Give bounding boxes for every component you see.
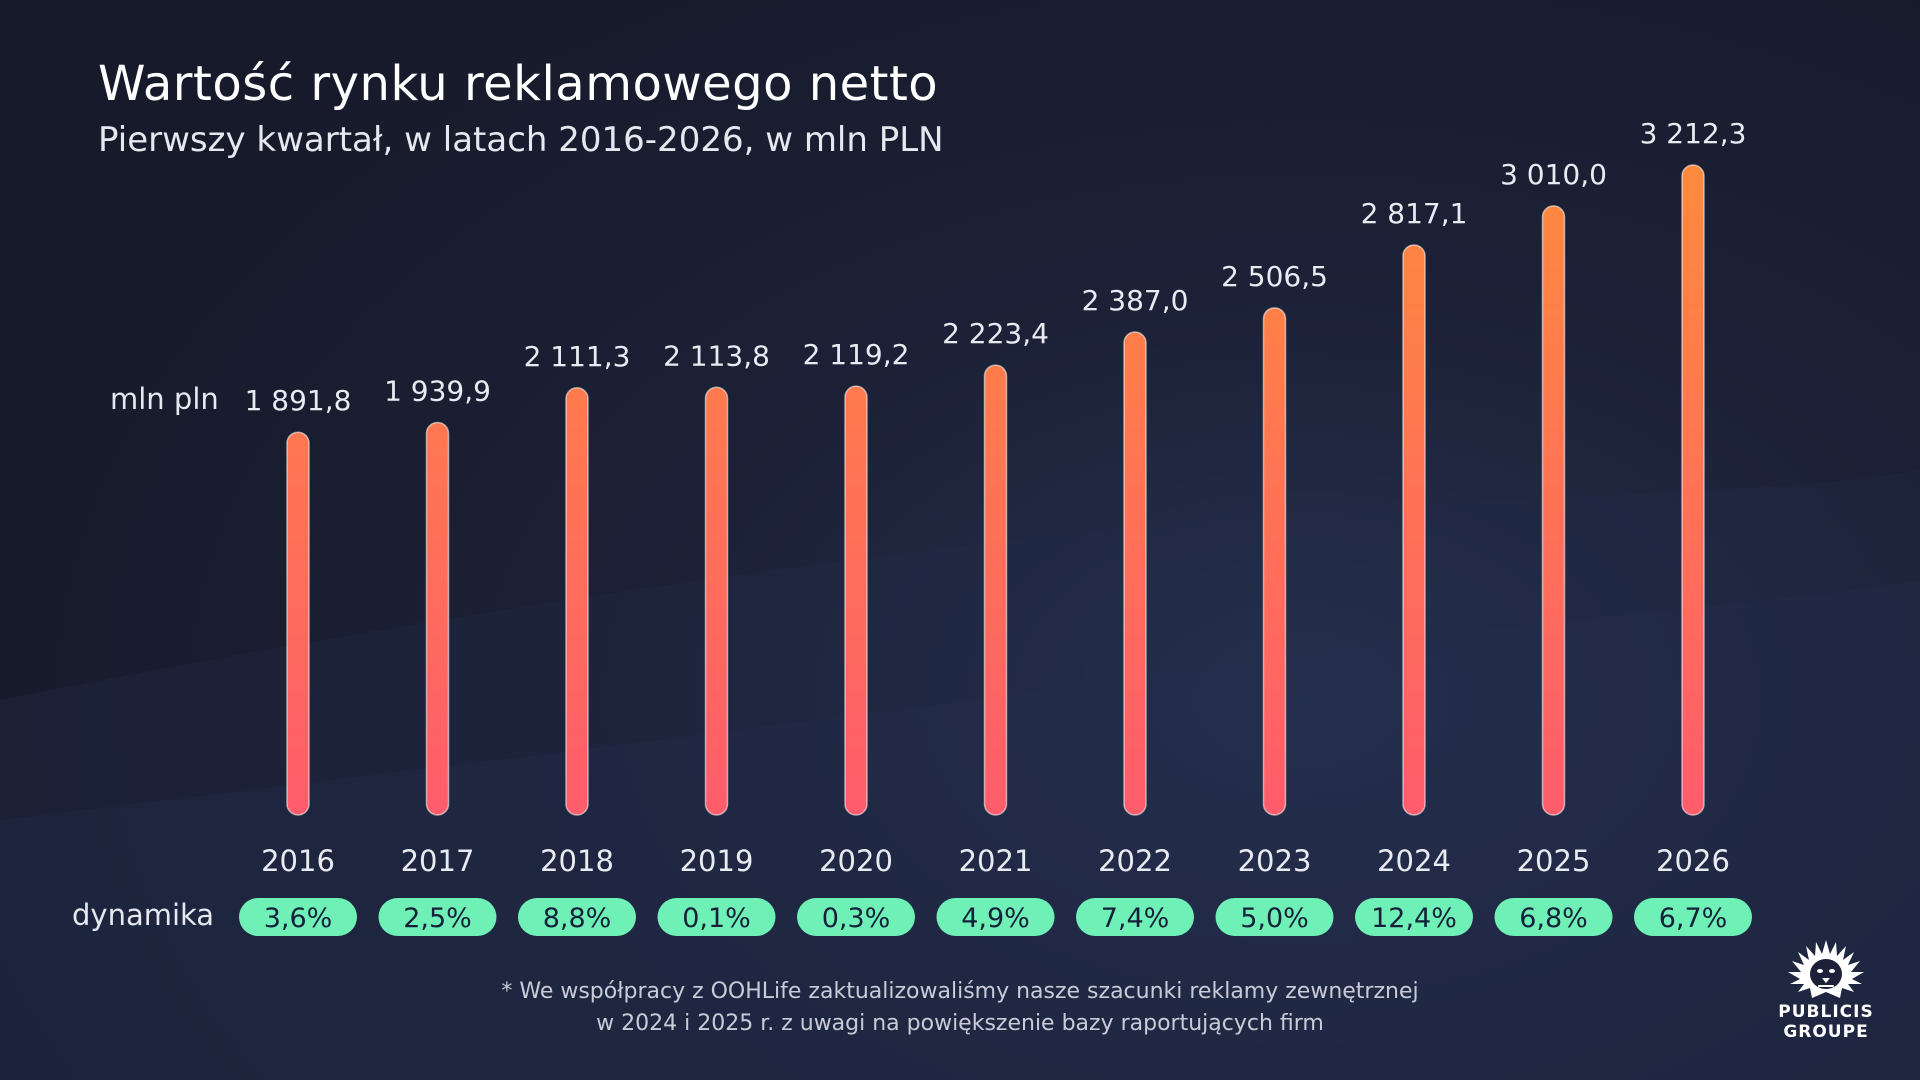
bar-2026 bbox=[1681, 164, 1705, 816]
dynamics-pill-2024 bbox=[1355, 898, 1473, 936]
year-label-2024: 2024 bbox=[1377, 844, 1451, 878]
bar-2017 bbox=[425, 421, 450, 816]
dynamics-value-2016: 3,6% bbox=[264, 903, 333, 934]
dynamics-pill-2019 bbox=[657, 898, 776, 936]
lion-head-icon bbox=[1788, 940, 1864, 998]
logo-text-groupe: GROUPE bbox=[1783, 1022, 1869, 1042]
value-label-2023: 2 506,5 bbox=[1221, 260, 1328, 293]
dynamics-value-2022: 7,4% bbox=[1101, 903, 1170, 934]
bar-2023 bbox=[1262, 307, 1287, 816]
dynamics-pill-2023 bbox=[1215, 898, 1334, 936]
dynamics-pill-2018 bbox=[518, 898, 636, 936]
year-label-2025: 2025 bbox=[1517, 844, 1591, 878]
dynamics-pill-2025 bbox=[1494, 898, 1613, 936]
dynamics-pill-2020 bbox=[797, 898, 915, 936]
chart-subtitle: Pierwszy kwartał, w latach 2016-2026, w … bbox=[98, 120, 944, 160]
dynamics-pill-2026 bbox=[1634, 898, 1752, 936]
dynamics-value-2019: 0,1% bbox=[682, 903, 751, 934]
bar-2022 bbox=[1123, 331, 1147, 816]
dynamics-value-2023: 5,0% bbox=[1240, 903, 1309, 934]
year-label-2016: 2016 bbox=[261, 844, 335, 878]
dynamics-pill-2021 bbox=[936, 898, 1055, 936]
footnote-line-2: w 2024 i 2025 r. z uwagi na powiększenie… bbox=[596, 1011, 1324, 1036]
bar-2020 bbox=[844, 385, 868, 816]
year-label-2021: 2021 bbox=[959, 844, 1033, 878]
dynamics-value-2017: 2,5% bbox=[403, 903, 472, 934]
bar-2021 bbox=[983, 364, 1008, 816]
logo-text-publicis: PUBLICIS bbox=[1778, 1002, 1874, 1022]
value-label-2022: 2 387,0 bbox=[1082, 284, 1189, 317]
year-label-2026: 2026 bbox=[1656, 844, 1730, 878]
value-label-2017: 1 939,9 bbox=[384, 374, 491, 407]
year-label-2020: 2020 bbox=[819, 844, 893, 878]
dynamics-value-2021: 4,9% bbox=[961, 903, 1030, 934]
dynamics-value-2020: 0,3% bbox=[822, 903, 891, 934]
dynamics-pill-2016 bbox=[239, 898, 357, 936]
value-label-2026: 3 212,3 bbox=[1640, 117, 1747, 150]
unit-label: mln pln bbox=[110, 382, 219, 416]
bar-2016 bbox=[286, 431, 310, 816]
chart-title: Wartość rynku reklamowego netto bbox=[98, 56, 939, 112]
dynamics-value-2026: 6,7% bbox=[1659, 903, 1728, 934]
footnote-line-1: * We współpracy z OOHLife zaktualizowali… bbox=[501, 979, 1419, 1004]
year-label-2019: 2019 bbox=[680, 844, 754, 878]
value-label-2018: 2 111,3 bbox=[524, 340, 631, 373]
value-label-2025: 3 010,0 bbox=[1500, 158, 1607, 191]
dynamics-value-2025: 6,8% bbox=[1519, 903, 1588, 934]
year-label-2023: 2023 bbox=[1238, 844, 1312, 878]
year-label-2022: 2022 bbox=[1098, 844, 1172, 878]
value-label-2019: 2 113,8 bbox=[663, 339, 770, 372]
dynamics-value-2018: 8,8% bbox=[543, 903, 612, 934]
value-label-2020: 2 119,2 bbox=[803, 338, 910, 371]
bar-2019 bbox=[704, 386, 729, 816]
value-label-2024: 2 817,1 bbox=[1361, 197, 1468, 230]
dynamics-pill-2022 bbox=[1076, 898, 1194, 936]
year-label-2017: 2017 bbox=[401, 844, 475, 878]
bar-2025 bbox=[1541, 205, 1566, 816]
value-label-2021: 2 223,4 bbox=[942, 317, 1049, 350]
value-label-2016: 1 891,8 bbox=[245, 384, 352, 417]
year-label-2018: 2018 bbox=[540, 844, 614, 878]
bar-2024 bbox=[1402, 244, 1426, 816]
footnote: * We współpracy z OOHLife zaktualizowali… bbox=[0, 976, 1920, 1040]
bar-2018 bbox=[565, 387, 589, 816]
dynamics-label: dynamika bbox=[72, 898, 215, 932]
dynamics-value-2024: 12,4% bbox=[1371, 903, 1457, 934]
dynamics-pill-2017 bbox=[378, 898, 497, 936]
publicis-logo: PUBLICIS GROUPE bbox=[1766, 936, 1886, 1042]
